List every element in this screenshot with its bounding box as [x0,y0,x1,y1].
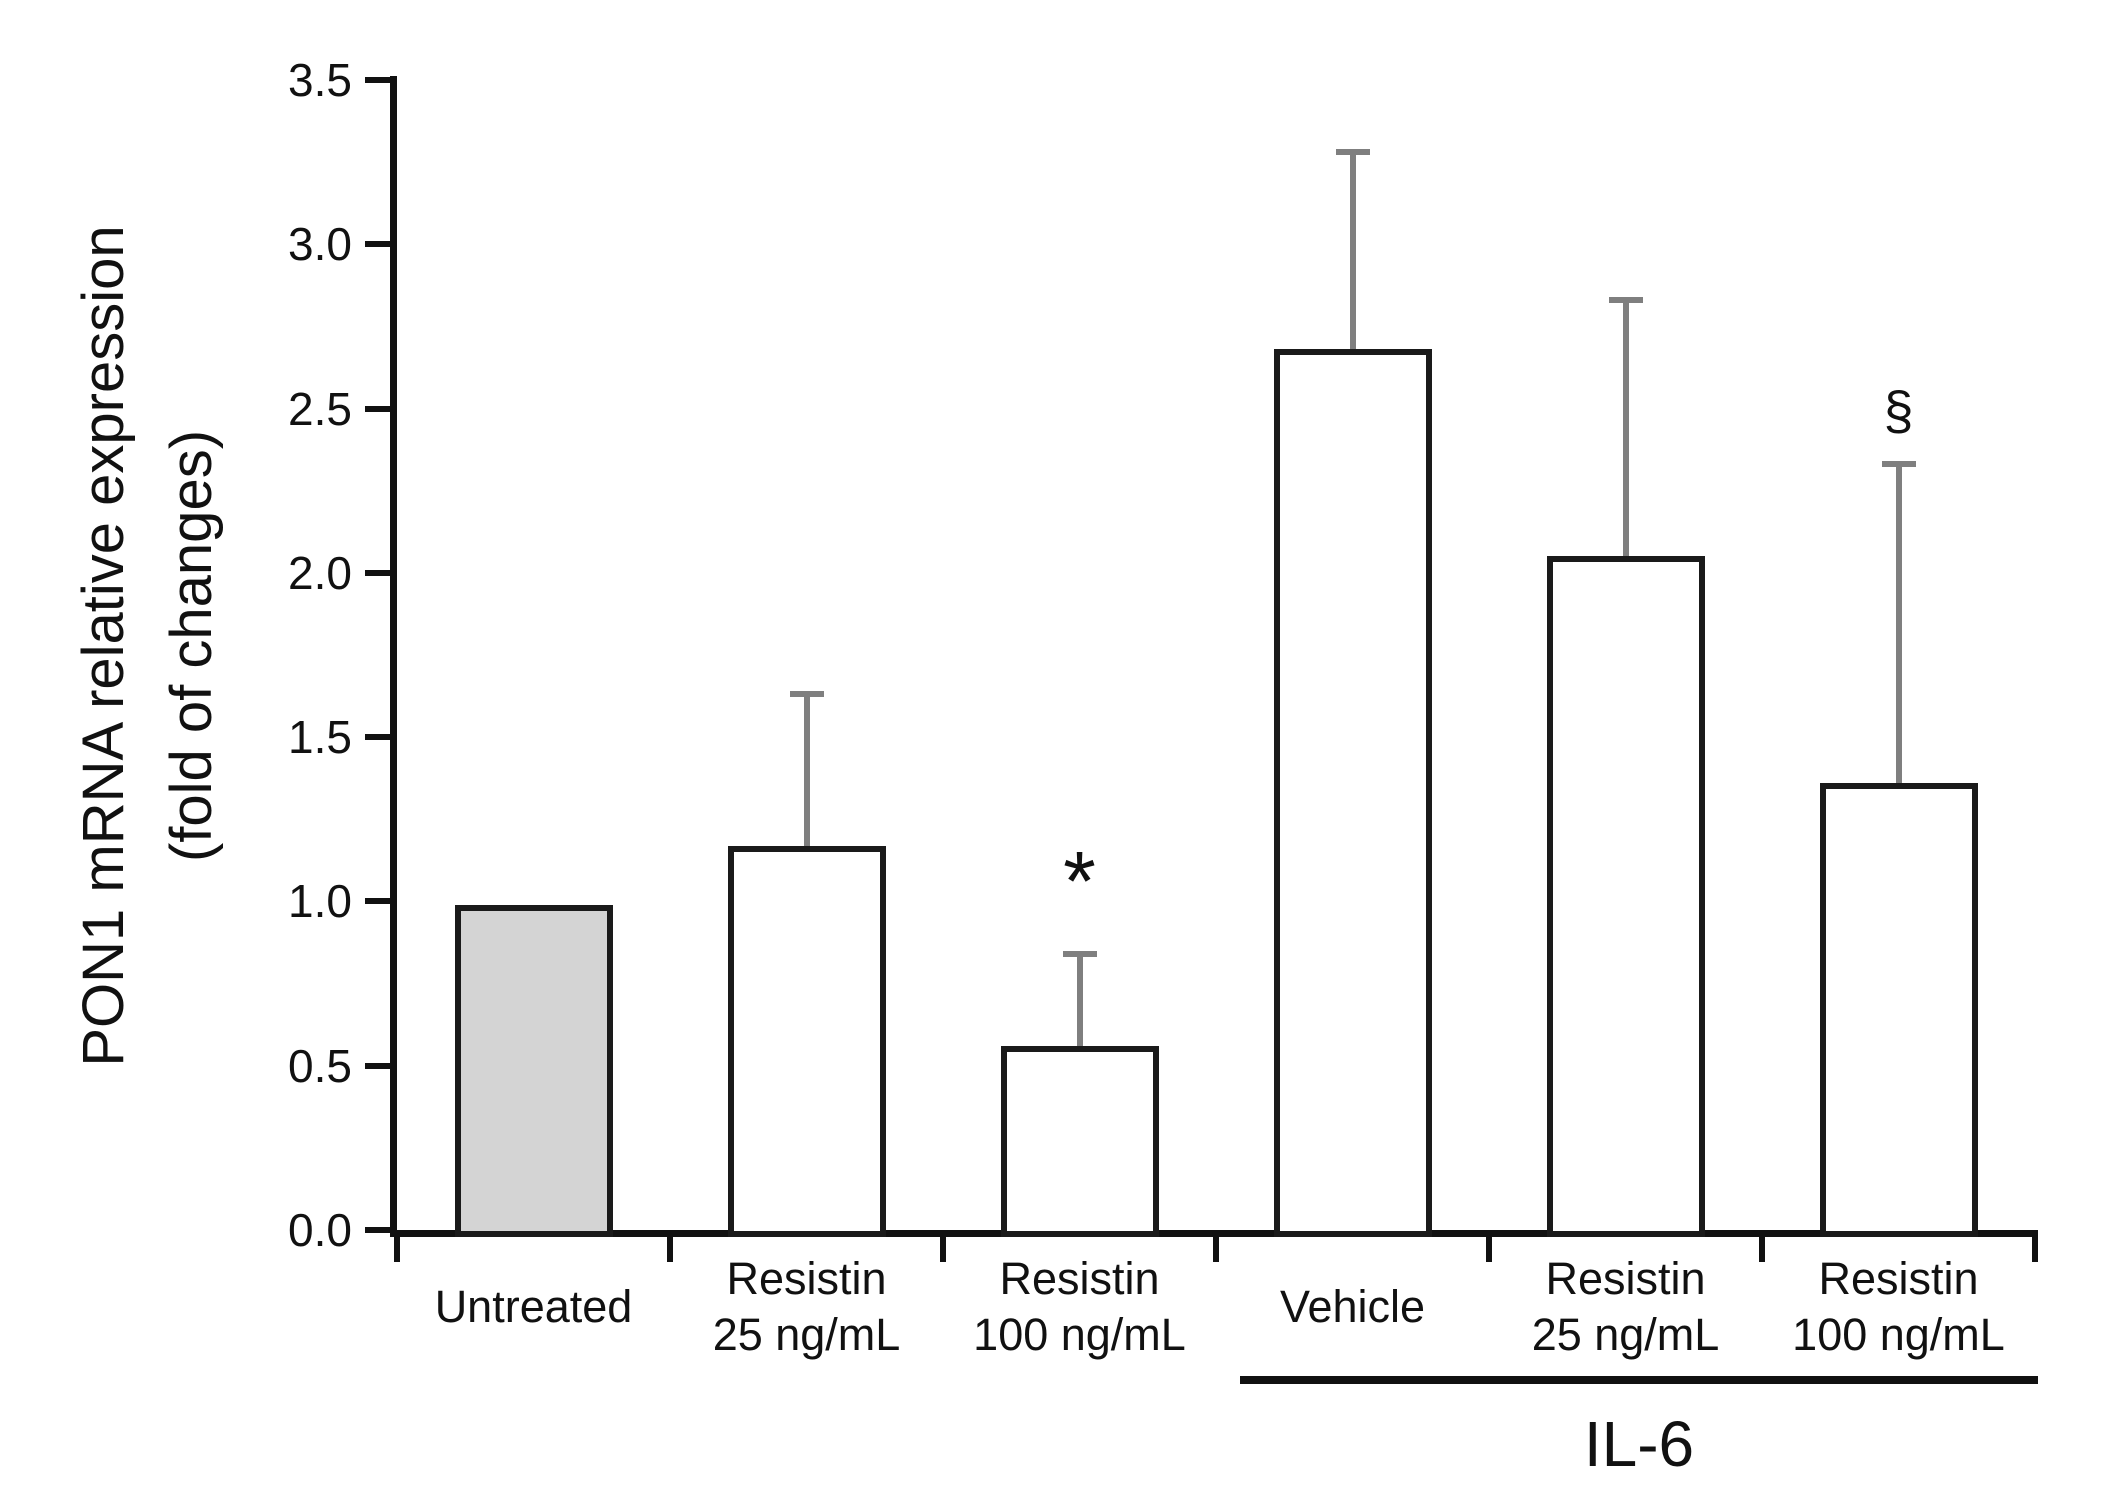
y-axis-title: PON1 mRNA relative expression (fold of c… [60,225,236,1066]
x-category-label: Resistin 25 ng/mL [670,1248,943,1366]
bar [1546,556,1705,1237]
x-category-label-line: 100 ng/mL [973,1309,1186,1360]
x-category-label-line: Vehicle [1279,1281,1426,1332]
bar [454,904,613,1237]
x-tick-mark [1759,1230,1765,1262]
y-tick-mark [365,1062,390,1069]
y-axis-title-line1: PON1 mRNA relative expression [71,225,136,1067]
error-bar-line [1622,300,1629,557]
y-tick-label: 0.5 [288,1039,352,1092]
y-tick-mark [365,77,390,83]
y-tick-label: 1.5 [288,711,352,764]
error-bar-cap [789,691,824,698]
x-category-label-line: Resistin [1545,1253,1706,1304]
x-tick-mark [940,1230,946,1262]
error-bar-line [1349,152,1356,350]
significance-annotation: * [1063,834,1096,928]
x-category-label-line: 25 ng/mL [712,1309,901,1360]
x-category-label-line: Untreated [434,1281,633,1332]
y-axis-line [390,76,397,1237]
x-tick-mark [2032,1230,2038,1262]
y-tick-label: 3.0 [288,218,352,271]
y-tick-label: 2.5 [288,382,352,435]
x-axis-line [390,1230,2035,1237]
x-category-label: Untreated [397,1248,670,1366]
group-underline [1240,1376,2038,1384]
x-category-label-line: Resistin [1818,1253,1979,1304]
error-bar-cap [1881,461,1916,468]
y-tick-mark [365,569,390,576]
error-bar-cap [1608,297,1643,304]
x-tick-mark [1213,1230,1219,1262]
y-tick-mark [365,734,390,741]
bar [1273,349,1432,1237]
bar [1819,783,1978,1237]
y-tick-mark [365,405,390,412]
y-tick-label: 2.0 [288,546,352,599]
bar [1000,1046,1159,1237]
x-tick-mark [1486,1230,1492,1262]
group-label: IL-6 [1583,1408,1695,1480]
x-tick-mark [394,1230,400,1262]
x-category-label-line: 100 ng/mL [1792,1309,2005,1360]
error-bar-cap [1062,951,1097,957]
y-axis-title-line2: (fold of changes) [159,429,224,863]
y-tick-label: 3.5 [288,54,352,106]
error-bar-line [1895,464,1902,784]
x-category-label: Vehicle [1216,1248,1489,1366]
error-bar-line [1076,954,1083,1046]
x-category-label-line: Resistin [726,1253,887,1304]
x-tick-mark [667,1230,673,1262]
y-tick-mark [365,898,390,905]
y-tick-mark [365,241,390,248]
x-category-label: Resistin 100 ng/mL [943,1248,1216,1366]
y-tick-label: 1.0 [288,875,352,928]
x-category-label-line: Resistin [999,1253,1160,1304]
x-category-label: Resistin 100 ng/mL [1762,1248,2035,1366]
y-tick-mark [365,1227,390,1233]
error-bar-line [803,694,810,846]
x-category-label-line: 25 ng/mL [1531,1309,1720,1360]
y-tick-label: 0.0 [288,1204,352,1256]
error-bar-cap [1335,149,1370,156]
x-category-label: Resistin 25 ng/mL [1489,1248,1762,1366]
bar [727,845,886,1237]
significance-annotation: § [1883,381,1914,442]
